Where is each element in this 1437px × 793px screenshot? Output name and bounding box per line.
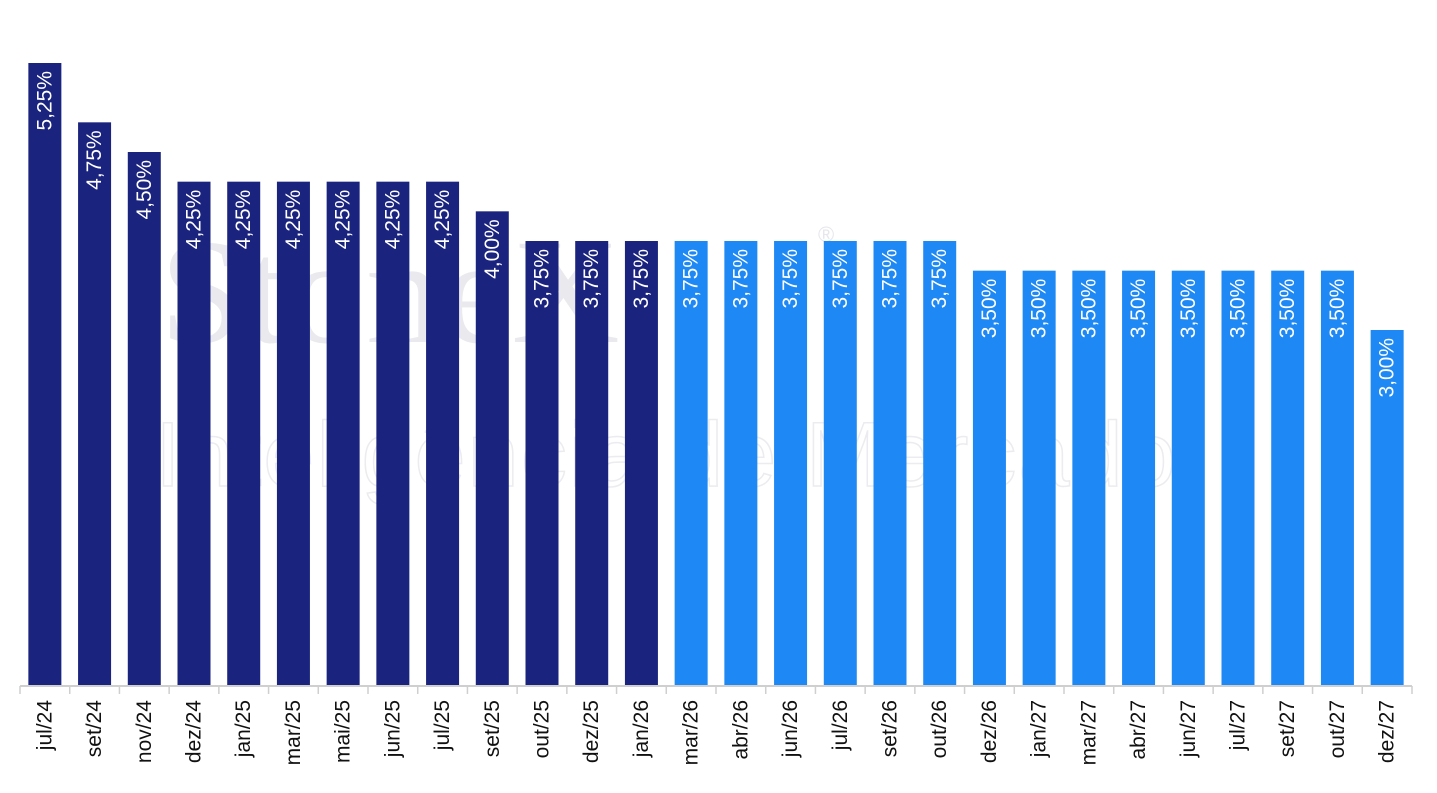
x-tick-label: jan/27 bbox=[1028, 700, 1051, 758]
data-label: 3,75% bbox=[928, 249, 951, 309]
bar bbox=[873, 241, 907, 686]
data-label: 3,50% bbox=[1227, 279, 1250, 339]
watermark-tagline: Inteligência de Mercado bbox=[155, 404, 1178, 506]
data-label: 3,75% bbox=[531, 249, 554, 309]
data-label: 3,50% bbox=[1177, 279, 1200, 339]
x-tick-label: mai/25 bbox=[332, 700, 355, 763]
x-tick-label: set/27 bbox=[1276, 700, 1299, 757]
data-labels: 5,25% 4,75% 4,50% 4,25% 4,25% 4,25% 4,25% 4,25%… bbox=[33, 71, 1398, 398]
bar bbox=[674, 241, 708, 686]
bar bbox=[575, 241, 609, 686]
x-tick-label: jul/27 bbox=[1227, 700, 1250, 751]
bar bbox=[1171, 270, 1205, 686]
x-tick-label: jan/26 bbox=[630, 700, 653, 758]
bar bbox=[177, 181, 211, 687]
x-tick-label: out/25 bbox=[531, 700, 554, 758]
bar bbox=[426, 181, 460, 687]
bar bbox=[28, 63, 62, 686]
bar bbox=[78, 122, 112, 686]
bar bbox=[276, 181, 310, 687]
bar bbox=[624, 241, 658, 686]
x-tick-label: set/25 bbox=[481, 700, 504, 757]
bar bbox=[724, 241, 758, 686]
bar bbox=[1221, 270, 1255, 686]
data-label: 3,50% bbox=[1276, 279, 1299, 339]
bar bbox=[326, 181, 360, 687]
x-tick-label: jun/25 bbox=[381, 700, 404, 758]
data-label: 3,75% bbox=[580, 249, 603, 309]
bar bbox=[1022, 270, 1056, 686]
x-tick-label: dez/24 bbox=[183, 700, 206, 763]
data-label: 4,25% bbox=[332, 190, 355, 250]
data-label: 4,25% bbox=[381, 190, 404, 250]
x-axis-ticks bbox=[19, 686, 1413, 694]
data-label: 4,00% bbox=[481, 219, 504, 279]
data-label: 3,75% bbox=[729, 249, 752, 309]
data-label: 3,50% bbox=[1127, 279, 1150, 339]
x-tick-label: abr/26 bbox=[729, 700, 752, 760]
x-tick-label: jun/26 bbox=[779, 700, 802, 758]
bar bbox=[525, 241, 559, 686]
x-tick-label: jul/26 bbox=[829, 700, 852, 751]
x-tick-label: dez/25 bbox=[580, 700, 603, 763]
data-label: 3,75% bbox=[680, 249, 703, 309]
bar bbox=[774, 241, 808, 686]
data-label: 4,25% bbox=[232, 190, 255, 250]
x-tick-label: jul/25 bbox=[431, 700, 454, 751]
bar bbox=[823, 241, 857, 686]
data-label: 3,50% bbox=[1028, 279, 1051, 339]
data-label: 3,75% bbox=[779, 249, 802, 309]
bar bbox=[475, 211, 509, 686]
bar bbox=[1370, 330, 1404, 686]
bar bbox=[972, 270, 1006, 686]
bar bbox=[227, 181, 261, 687]
x-tick-label: mar/25 bbox=[282, 700, 305, 765]
x-tick-label: dez/26 bbox=[978, 700, 1001, 763]
x-tick-label: mar/26 bbox=[680, 700, 703, 765]
x-tick-label: abr/27 bbox=[1127, 700, 1150, 760]
data-label: 5,25% bbox=[33, 71, 56, 131]
x-tick-label: out/26 bbox=[928, 700, 951, 758]
bar-series bbox=[28, 63, 1404, 687]
data-label: 4,25% bbox=[183, 190, 206, 250]
bar bbox=[1320, 270, 1354, 686]
data-label: 4,50% bbox=[133, 160, 156, 220]
bar bbox=[376, 181, 410, 687]
bar bbox=[1122, 270, 1156, 686]
x-tick-label: out/27 bbox=[1326, 700, 1349, 758]
data-label: 3,50% bbox=[1077, 279, 1100, 339]
x-axis-tick-labels: jul/24 set/24 nov/24 dez/24 jan/25 mar/25 mai/… bbox=[33, 700, 1398, 766]
x-tick-label: jun/27 bbox=[1177, 700, 1200, 758]
x-tick-label: jul/24 bbox=[33, 700, 56, 752]
x-tick-label: set/24 bbox=[83, 700, 106, 758]
bar bbox=[923, 241, 957, 686]
x-tick-label: mar/27 bbox=[1077, 700, 1100, 765]
data-label: 4,25% bbox=[431, 190, 454, 250]
watermark-registered-mark: ® bbox=[818, 222, 834, 247]
data-label: 3,00% bbox=[1376, 338, 1399, 398]
x-tick-label: set/26 bbox=[879, 700, 902, 757]
bar bbox=[127, 152, 161, 686]
data-label: 3,75% bbox=[829, 249, 852, 309]
x-tick-label: jan/25 bbox=[232, 700, 255, 758]
data-label: 3,50% bbox=[1326, 279, 1349, 339]
x-tick-label: nov/24 bbox=[133, 700, 156, 763]
data-label: 3,75% bbox=[630, 249, 653, 309]
data-label: 4,25% bbox=[282, 190, 305, 250]
data-label: 3,50% bbox=[978, 279, 1001, 339]
bar bbox=[1271, 270, 1305, 686]
data-label: 3,75% bbox=[879, 249, 902, 309]
data-label: 4,75% bbox=[83, 130, 106, 190]
x-tick-label: dez/27 bbox=[1376, 700, 1399, 763]
bar bbox=[1072, 270, 1106, 686]
